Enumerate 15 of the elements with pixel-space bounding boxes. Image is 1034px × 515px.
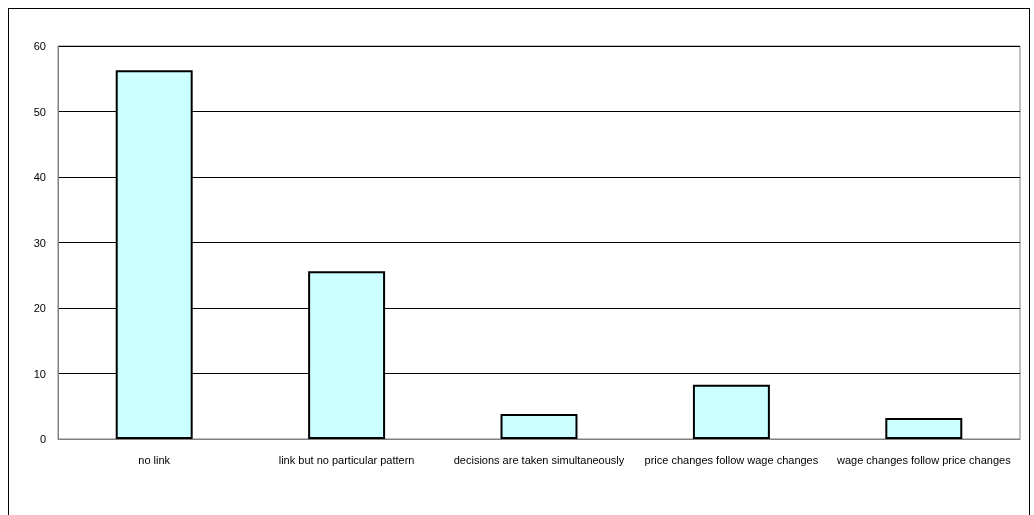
x-tick-label: price changes follow wage changes xyxy=(644,453,819,466)
y-tick-label: 60 xyxy=(33,40,46,52)
y-tick-label: 10 xyxy=(33,367,46,380)
bar xyxy=(692,384,770,439)
x-tick-label: link but no particular pattern xyxy=(278,453,415,466)
bar xyxy=(500,414,578,439)
y-tick-label: 20 xyxy=(33,302,46,314)
y-tick-label: 50 xyxy=(33,105,46,118)
x-tick-label: no link xyxy=(138,453,171,466)
bar xyxy=(885,418,963,439)
x-tick-label: decisions are taken simultaneously xyxy=(453,453,625,466)
y-tick-label: 40 xyxy=(33,171,46,183)
y-tick-label: 0 xyxy=(39,433,46,445)
x-tick-label: wage changes follow price changes xyxy=(835,453,1012,466)
y-tick-label: 30 xyxy=(33,236,46,249)
